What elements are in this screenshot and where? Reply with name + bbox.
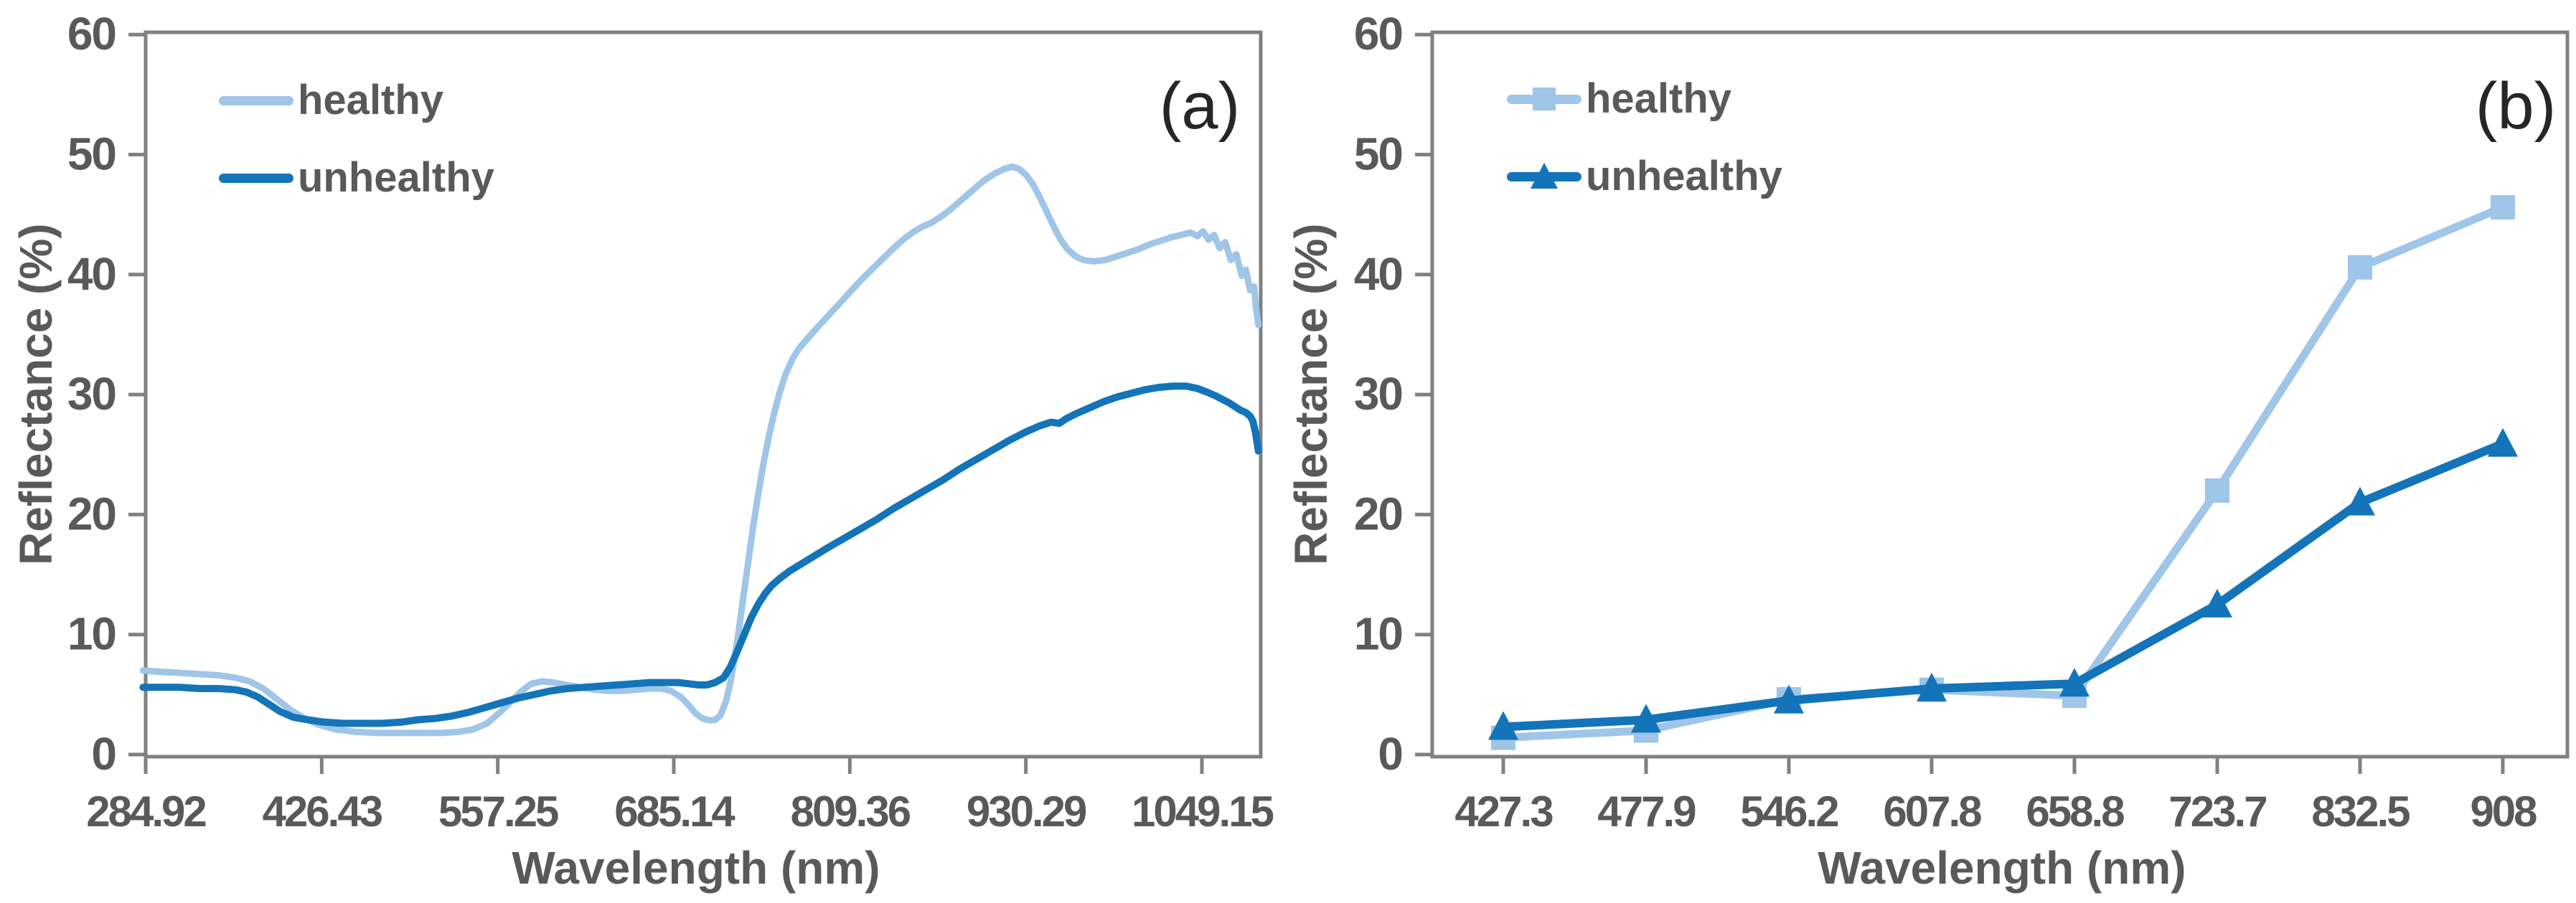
y-tick-label: 10 — [67, 608, 116, 660]
y-tick-label: 30 — [67, 368, 116, 420]
healthy-series-line — [1499, 203, 2507, 742]
unhealthy-marker — [1774, 684, 1804, 714]
legend-label-healthy: healthy — [1586, 75, 1732, 122]
legend-item-unhealthy: unhealthy — [219, 156, 494, 199]
unhealthy-marker — [2059, 668, 2090, 697]
unhealthy-marker — [2345, 486, 2375, 516]
x-tick-label: 809.36 — [791, 788, 911, 836]
unhealthy-series-line — [1499, 439, 2507, 732]
unhealthy-marker — [1631, 704, 1661, 733]
x-tick-label: 723.7 — [2168, 788, 2266, 836]
y-tick-label: 50 — [1354, 128, 1402, 180]
unhealthy-marker — [2488, 427, 2518, 457]
x-tick-label: 930.29 — [967, 788, 1086, 836]
healthy-marker — [2205, 478, 2229, 503]
panel-b-legend: healthy unhealthy — [1507, 77, 1782, 232]
unhealthy-marker — [1917, 672, 1947, 701]
x-tick-label: 426.43 — [263, 788, 382, 836]
legend-item-healthy: healthy — [1507, 77, 1782, 120]
unhealthy-series-line — [139, 382, 1262, 727]
x-tick-label: 427.3 — [1454, 788, 1553, 836]
x-tick-label: 1049.15 — [1132, 788, 1274, 836]
legend-label-unhealthy: unhealthy — [1586, 153, 1782, 199]
panel-a-y-axis-title: Reflectance (%) — [10, 223, 62, 566]
x-tick-label: 908 — [2470, 788, 2537, 836]
x-tick-label: 832.5 — [2311, 788, 2410, 836]
y-tick-label: 0 — [91, 728, 116, 780]
panel-a-legend: healthy unhealthy — [219, 79, 494, 234]
x-tick-label: 477.9 — [1597, 788, 1696, 836]
x-tick-label: 284.92 — [86, 788, 205, 836]
unhealthy-marker — [1488, 711, 1518, 740]
x-tick-label: 658.8 — [2026, 788, 2124, 836]
healthy-line-icon — [219, 95, 293, 105]
y-tick-label: 20 — [67, 488, 116, 539]
y-tick-label: 20 — [1354, 488, 1402, 539]
legend-item-healthy: healthy — [219, 79, 494, 122]
x-tick-label: 557.25 — [438, 788, 558, 836]
y-tick-label: 40 — [67, 248, 116, 300]
triangle-marker-icon — [1531, 163, 1558, 189]
y-tick-label: 0 — [1378, 728, 1402, 780]
unhealthy-triangle-swatch — [1507, 155, 1581, 198]
healthy-marker — [2491, 195, 2515, 220]
panel-a-label: (a) — [1159, 70, 1241, 143]
legend-item-unhealthy: unhealthy — [1507, 155, 1782, 198]
y-tick-label: 40 — [1354, 248, 1402, 300]
x-tick-label: 607.8 — [1883, 788, 1981, 836]
healthy-marker — [2348, 255, 2372, 280]
unhealthy-marker — [2202, 588, 2232, 618]
panel-b-label: (b) — [2475, 70, 2557, 143]
legend-label-healthy: healthy — [298, 77, 444, 123]
x-tick-label: 685.14 — [614, 788, 735, 836]
y-tick-label: 60 — [67, 8, 116, 60]
legend-label-unhealthy: unhealthy — [298, 154, 494, 201]
healthy-series-line — [139, 163, 1262, 737]
unhealthy-line-swatch — [219, 156, 293, 199]
y-tick-label: 30 — [1354, 368, 1402, 420]
square-marker-icon — [1533, 88, 1556, 110]
panel-a-x-axis-title: Wavelength (nm) — [512, 842, 880, 894]
y-tick-label: 50 — [67, 128, 116, 180]
x-tick-label: 546.2 — [1740, 788, 1838, 836]
y-tick-label: 60 — [1354, 8, 1402, 60]
healthy-square-swatch — [1507, 77, 1581, 120]
unhealthy-line-icon — [219, 173, 293, 183]
panel-b-x-axis-title: Wavelength (nm) — [1818, 842, 2186, 894]
panel-b-y-axis-title: Reflectance (%) — [1285, 223, 1337, 566]
y-tick-label: 10 — [1354, 608, 1402, 660]
healthy-line-swatch — [219, 79, 293, 122]
